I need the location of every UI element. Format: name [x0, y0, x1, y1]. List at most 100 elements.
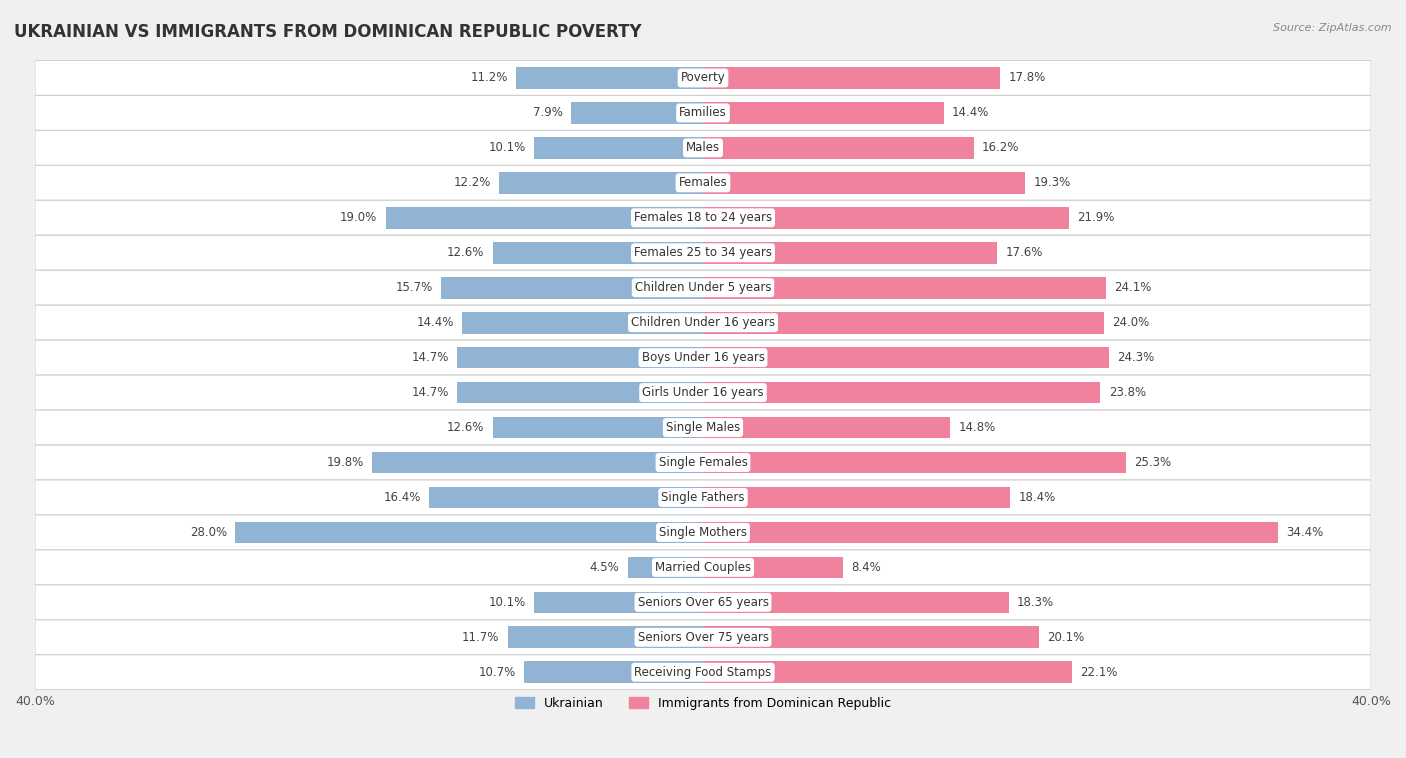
- Bar: [703, 242, 997, 264]
- Bar: [463, 312, 703, 334]
- Text: Females: Females: [679, 177, 727, 190]
- Text: Families: Families: [679, 106, 727, 120]
- FancyBboxPatch shape: [35, 271, 1371, 305]
- FancyBboxPatch shape: [35, 61, 1371, 96]
- Text: 11.7%: 11.7%: [461, 631, 499, 644]
- Bar: [385, 207, 703, 229]
- Text: 24.1%: 24.1%: [1114, 281, 1152, 294]
- Text: 17.8%: 17.8%: [1008, 71, 1046, 84]
- Bar: [703, 662, 1073, 683]
- Text: Single Females: Single Females: [658, 456, 748, 469]
- Text: 4.5%: 4.5%: [589, 561, 620, 574]
- Text: 11.2%: 11.2%: [470, 71, 508, 84]
- Text: 18.4%: 18.4%: [1019, 491, 1056, 504]
- Bar: [703, 522, 1278, 543]
- Bar: [628, 556, 703, 578]
- Text: 14.8%: 14.8%: [959, 421, 995, 434]
- Text: 14.7%: 14.7%: [412, 351, 449, 364]
- Text: 16.2%: 16.2%: [981, 142, 1019, 155]
- FancyBboxPatch shape: [35, 96, 1371, 130]
- Text: Seniors Over 65 years: Seniors Over 65 years: [637, 596, 769, 609]
- FancyBboxPatch shape: [35, 620, 1371, 655]
- Text: 24.0%: 24.0%: [1112, 316, 1150, 329]
- Text: 12.6%: 12.6%: [447, 246, 484, 259]
- FancyBboxPatch shape: [35, 165, 1371, 200]
- Text: 18.3%: 18.3%: [1017, 596, 1054, 609]
- Text: Single Males: Single Males: [666, 421, 740, 434]
- Legend: Ukrainian, Immigrants from Dominican Republic: Ukrainian, Immigrants from Dominican Rep…: [510, 692, 896, 715]
- Text: 12.6%: 12.6%: [447, 421, 484, 434]
- Text: 21.9%: 21.9%: [1077, 211, 1115, 224]
- Bar: [703, 452, 1126, 473]
- Bar: [534, 591, 703, 613]
- Text: Seniors Over 75 years: Seniors Over 75 years: [637, 631, 769, 644]
- Bar: [508, 626, 703, 648]
- Text: 19.3%: 19.3%: [1033, 177, 1071, 190]
- Text: 20.1%: 20.1%: [1047, 631, 1084, 644]
- Text: Single Fathers: Single Fathers: [661, 491, 745, 504]
- Bar: [703, 591, 1008, 613]
- FancyBboxPatch shape: [35, 200, 1371, 235]
- FancyBboxPatch shape: [35, 550, 1371, 585]
- FancyBboxPatch shape: [35, 655, 1371, 690]
- Text: 12.2%: 12.2%: [454, 177, 491, 190]
- Bar: [703, 67, 1000, 89]
- Text: Boys Under 16 years: Boys Under 16 years: [641, 351, 765, 364]
- Bar: [429, 487, 703, 509]
- Bar: [441, 277, 703, 299]
- Text: 19.8%: 19.8%: [326, 456, 364, 469]
- Bar: [571, 102, 703, 124]
- Text: Females 25 to 34 years: Females 25 to 34 years: [634, 246, 772, 259]
- Bar: [457, 382, 703, 403]
- Text: Males: Males: [686, 142, 720, 155]
- Text: 28.0%: 28.0%: [190, 526, 226, 539]
- Bar: [499, 172, 703, 194]
- Bar: [235, 522, 703, 543]
- Text: 14.7%: 14.7%: [412, 386, 449, 399]
- Text: Receiving Food Stamps: Receiving Food Stamps: [634, 666, 772, 678]
- Text: Children Under 16 years: Children Under 16 years: [631, 316, 775, 329]
- FancyBboxPatch shape: [35, 445, 1371, 480]
- Text: Single Mothers: Single Mothers: [659, 526, 747, 539]
- Text: 24.3%: 24.3%: [1118, 351, 1154, 364]
- Text: Females 18 to 24 years: Females 18 to 24 years: [634, 211, 772, 224]
- Text: UKRAINIAN VS IMMIGRANTS FROM DOMINICAN REPUBLIC POVERTY: UKRAINIAN VS IMMIGRANTS FROM DOMINICAN R…: [14, 23, 641, 41]
- Bar: [703, 556, 844, 578]
- FancyBboxPatch shape: [35, 130, 1371, 165]
- Bar: [534, 137, 703, 158]
- Bar: [703, 277, 1105, 299]
- FancyBboxPatch shape: [35, 305, 1371, 340]
- Text: 7.9%: 7.9%: [533, 106, 562, 120]
- Text: 19.0%: 19.0%: [340, 211, 377, 224]
- Text: 34.4%: 34.4%: [1286, 526, 1323, 539]
- Text: 14.4%: 14.4%: [416, 316, 454, 329]
- Bar: [703, 487, 1011, 509]
- Bar: [703, 312, 1104, 334]
- FancyBboxPatch shape: [35, 375, 1371, 410]
- Bar: [373, 452, 703, 473]
- FancyBboxPatch shape: [35, 340, 1371, 375]
- Text: 23.8%: 23.8%: [1109, 386, 1146, 399]
- Text: Poverty: Poverty: [681, 71, 725, 84]
- Bar: [492, 417, 703, 438]
- Bar: [703, 137, 973, 158]
- FancyBboxPatch shape: [35, 480, 1371, 515]
- FancyBboxPatch shape: [35, 585, 1371, 620]
- Text: 10.1%: 10.1%: [489, 142, 526, 155]
- Text: 14.4%: 14.4%: [952, 106, 990, 120]
- Bar: [703, 347, 1109, 368]
- Text: 25.3%: 25.3%: [1133, 456, 1171, 469]
- Bar: [516, 67, 703, 89]
- FancyBboxPatch shape: [35, 235, 1371, 271]
- Text: 17.6%: 17.6%: [1005, 246, 1043, 259]
- Text: 10.7%: 10.7%: [478, 666, 516, 678]
- Text: 22.1%: 22.1%: [1080, 666, 1118, 678]
- Text: Girls Under 16 years: Girls Under 16 years: [643, 386, 763, 399]
- Bar: [703, 417, 950, 438]
- FancyBboxPatch shape: [35, 515, 1371, 550]
- Text: 10.1%: 10.1%: [489, 596, 526, 609]
- Text: Source: ZipAtlas.com: Source: ZipAtlas.com: [1274, 23, 1392, 33]
- Bar: [703, 102, 943, 124]
- Text: 16.4%: 16.4%: [384, 491, 420, 504]
- Text: Married Couples: Married Couples: [655, 561, 751, 574]
